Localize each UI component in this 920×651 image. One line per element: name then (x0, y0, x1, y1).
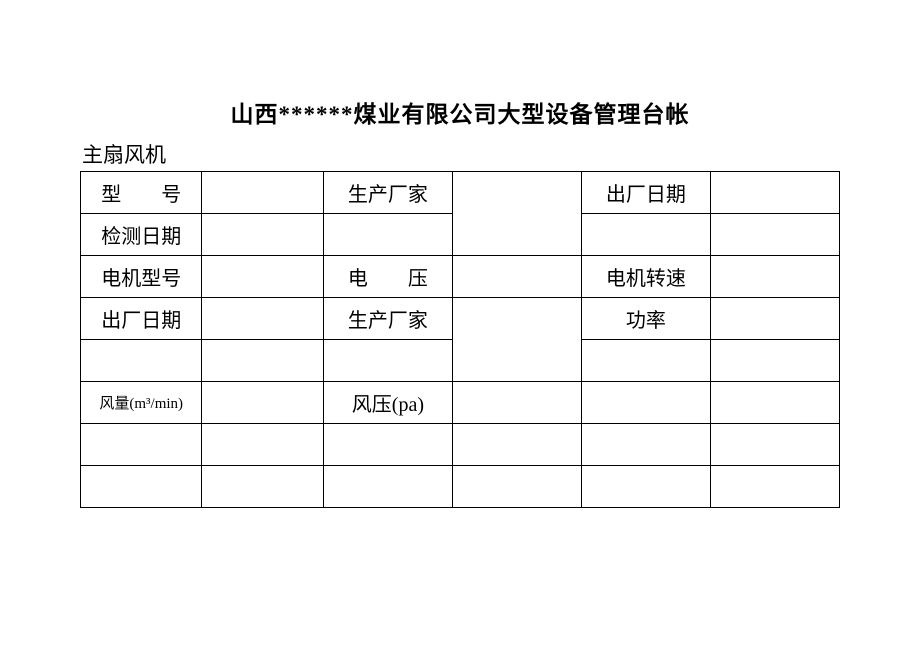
table-cell: 出厂日期 (581, 172, 710, 214)
table-cell: 生产厂家 (323, 298, 452, 340)
table-cell: 电机转速 (581, 256, 710, 298)
table-cell (710, 340, 839, 382)
document-page: 山西******煤业有限公司大型设备管理台帐 主扇风机 型 号生产厂家出厂日期检… (0, 0, 920, 508)
table-cell: 电机型号 (81, 256, 202, 298)
table-cell (81, 340, 202, 382)
table-row (81, 424, 840, 466)
table-row: 出厂日期 生产厂家 功率 (81, 298, 840, 340)
table-cell (323, 466, 452, 508)
table-cell (202, 172, 323, 214)
table-row: 风量(m³/min) 风压(pa) (81, 382, 840, 424)
table-row (81, 466, 840, 508)
table-cell (202, 214, 323, 256)
table-cell (581, 214, 710, 256)
table-cell: 生产厂家 (323, 172, 452, 214)
table-cell (710, 214, 839, 256)
table-cell (81, 466, 202, 508)
table-row: 型 号 生产厂家 出厂日期 (81, 172, 840, 214)
table-cell (81, 424, 202, 466)
equipment-table: 型 号生产厂家出厂日期检测日期电机型号电 压电机转速出厂日期生产厂家功率风量(m… (80, 171, 840, 508)
table-cell (581, 382, 710, 424)
table-cell (202, 340, 323, 382)
table-cell: 检测日期 (81, 214, 202, 256)
table-cell (202, 382, 323, 424)
table-cell: 功率 (581, 298, 710, 340)
table-cell (710, 298, 839, 340)
table-cell (202, 466, 323, 508)
table-cell (323, 424, 452, 466)
table-cell: 风压(pa) (323, 382, 452, 424)
table-cell (323, 214, 452, 256)
page-title: 山西******煤业有限公司大型设备管理台帐 (80, 95, 840, 129)
table-cell (452, 298, 581, 382)
table-cell: 风量(m³/min) (81, 382, 202, 424)
table-cell: 电 压 (323, 256, 452, 298)
table-cell (710, 256, 839, 298)
table-cell (202, 298, 323, 340)
table-cell (452, 172, 581, 256)
table-cell (202, 256, 323, 298)
table-body: 型 号生产厂家出厂日期检测日期电机型号电 压电机转速出厂日期生产厂家功率风量(m… (81, 172, 840, 508)
table-cell: 型 号 (81, 172, 202, 214)
table-cell: 出厂日期 (81, 298, 202, 340)
table-cell (452, 382, 581, 424)
table-cell (710, 382, 839, 424)
page-subtitle: 主扇风机 (80, 139, 840, 169)
table-cell (710, 424, 839, 466)
table-cell (581, 340, 710, 382)
table-cell (710, 466, 839, 508)
table-cell (452, 466, 581, 508)
table-cell (452, 424, 581, 466)
table-cell (581, 424, 710, 466)
table-cell (710, 172, 839, 214)
table-cell (452, 256, 581, 298)
table-cell (202, 424, 323, 466)
table-row: 电机型号 电 压 电机转速 (81, 256, 840, 298)
table-cell (323, 340, 452, 382)
table-cell (581, 466, 710, 508)
